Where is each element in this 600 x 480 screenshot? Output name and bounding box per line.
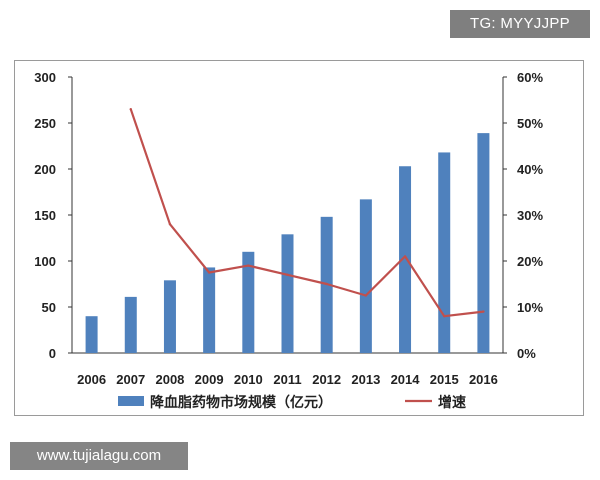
growth-line (129, 108, 484, 318)
x-tick-label: 2008 (155, 372, 184, 387)
y-right-tick-label: 10% (517, 300, 543, 315)
x-tick-label: 2014 (391, 372, 421, 387)
y-left-tick-label: 300 (34, 70, 56, 85)
bar (163, 280, 176, 353)
legend-line-label: 增速 (438, 394, 466, 411)
y-right-tick-label: 40% (517, 162, 543, 177)
line-point (364, 294, 368, 297)
y-right-tick-label: 50% (517, 116, 543, 131)
x-tick-label: 2010 (234, 372, 263, 387)
y-left-tick-label: 200 (34, 162, 56, 177)
bar (203, 267, 216, 353)
line-point (168, 223, 172, 226)
bar (438, 152, 451, 353)
bar (477, 133, 490, 353)
legend-bar-label: 降血脂药物市场规模（亿元） (150, 394, 332, 411)
x-tick-label: 2012 (312, 372, 341, 387)
bar (281, 234, 294, 353)
y-right-tick-label: 30% (517, 208, 543, 223)
x-tick-label: 2016 (469, 372, 498, 387)
line-point (207, 271, 211, 274)
y-left-tick-label: 250 (34, 116, 56, 131)
y-left-tick-label: 150 (34, 208, 56, 223)
line-point (443, 315, 446, 318)
bar (242, 251, 255, 353)
bar-series (85, 133, 490, 353)
bar (359, 199, 372, 353)
bar (399, 166, 412, 353)
x-tick-label: 2007 (116, 372, 145, 387)
line-point (325, 282, 328, 286)
y-right-tick-label: 60% (517, 70, 543, 85)
line-point (286, 273, 289, 276)
watermark-bottom: www.tujialagu.com (10, 442, 188, 470)
x-tick-label: 2015 (430, 372, 459, 387)
x-tick-label: 2009 (195, 372, 224, 387)
line-point (482, 310, 485, 313)
watermark-top: TG: MYYJJPP (450, 10, 590, 38)
y-right-tick-label: 20% (517, 254, 543, 269)
y-left-tick-label: 0 (49, 346, 56, 361)
bar (85, 316, 98, 353)
x-tick-label: 2006 (77, 372, 106, 387)
legend: 降血脂药物市场规模（亿元） 增速 (118, 394, 466, 411)
line-point (247, 264, 250, 267)
x-tick-label: 2011 (273, 372, 301, 387)
y-left-tick-label: 100 (34, 254, 56, 269)
line-point (403, 255, 407, 258)
line-series (129, 108, 485, 318)
x-tick-label: 2013 (351, 372, 380, 387)
y-left-tick-label: 50 (42, 300, 56, 315)
legend-bar-swatch (118, 396, 144, 406)
bar (124, 296, 137, 353)
line-point (129, 108, 132, 111)
y-right-tick-label: 0% (517, 346, 536, 361)
tick-labels: 0 0% 50 10% 100 20% 150 30% 200 40% 250 50% 300 60% 20… (34, 70, 543, 387)
